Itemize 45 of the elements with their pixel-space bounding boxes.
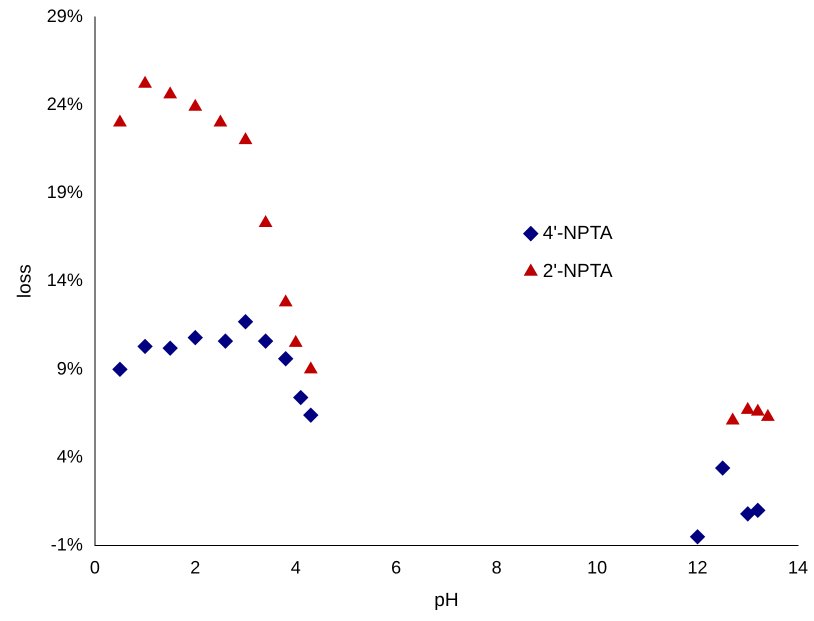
point (750, 502, 766, 518)
point (238, 132, 252, 144)
x-tick-label: 12 (688, 557, 708, 578)
point (164, 86, 177, 98)
point (289, 335, 302, 347)
point (138, 338, 153, 354)
y-tick-label: -1% (50, 534, 83, 555)
point (690, 529, 706, 544)
x-tick-label: 4 (290, 557, 301, 578)
point (741, 402, 754, 414)
point (740, 506, 756, 522)
y-tick-label: 29% (46, 6, 83, 26)
point (214, 115, 227, 127)
x-tick-label: 10 (587, 557, 608, 578)
y-tick-label: 14% (46, 270, 83, 290)
x-tick-label: 6 (391, 557, 402, 578)
y-axis-title: loss (14, 264, 36, 298)
point (188, 330, 203, 346)
point (304, 362, 318, 374)
point (278, 351, 294, 366)
point (113, 115, 126, 127)
y-tick-label: 4% (56, 446, 83, 466)
x-tick-label: 14 (788, 557, 808, 578)
point (218, 334, 233, 349)
y-tick-label: 9% (56, 358, 83, 378)
point (279, 294, 292, 306)
point (259, 216, 272, 228)
point (188, 99, 202, 111)
x-tick-label: 8 (492, 557, 502, 578)
y-tick-label: 19% (46, 182, 83, 202)
point (303, 408, 318, 423)
legend-label: 4'-NPTA (542, 222, 613, 244)
point (138, 76, 152, 88)
point (751, 404, 764, 416)
point (162, 340, 178, 356)
point (715, 460, 730, 476)
legend-label: 2'-NPTA (542, 260, 613, 282)
x-tick-label: 0 (90, 557, 100, 578)
point (293, 390, 308, 406)
y-tick-label: 24% (46, 94, 83, 114)
point (258, 334, 274, 349)
point (112, 362, 128, 377)
x-tick-label: 2 (190, 557, 200, 578)
point (238, 314, 254, 330)
x-axis-title: pH (434, 590, 459, 611)
